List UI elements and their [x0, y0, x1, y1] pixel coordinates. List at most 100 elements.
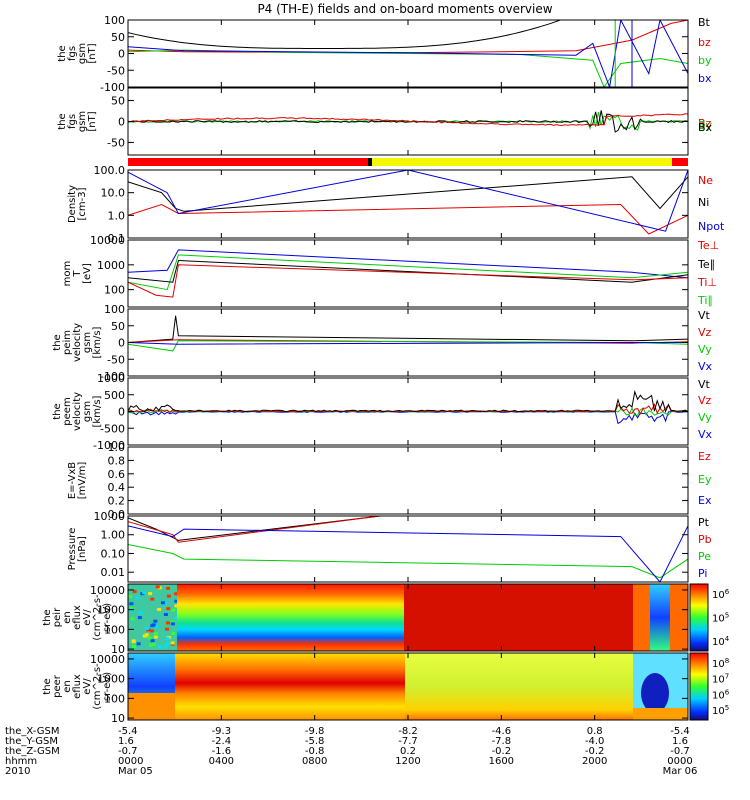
hm-speckle	[151, 642, 156, 646]
ylabel-line: [nPa]	[77, 536, 88, 562]
trace-Pt	[128, 516, 381, 541]
hm-segment	[650, 584, 670, 651]
ylabel-line: peir	[52, 607, 63, 627]
trace-Pb	[128, 516, 381, 543]
trace-Bx	[128, 110, 688, 133]
ylabel-line: gsm	[77, 111, 88, 132]
hm-speckle	[166, 586, 171, 590]
mode-bar-red	[128, 158, 368, 166]
ytick-label: 50	[111, 95, 125, 108]
hm-speckle	[135, 596, 140, 600]
hm-speckle	[171, 608, 176, 612]
ylabel-line: mom	[62, 261, 73, 287]
ylabel-line: eflux	[72, 674, 83, 699]
ylabel-line: sr-eV)	[102, 603, 113, 632]
hm-speckle	[147, 636, 152, 640]
xaxis-value: -0.8	[305, 746, 325, 757]
xaxis-value: 0.2	[400, 746, 416, 757]
panel-8: Pressure [nPa] Pt Pb Pe Pi 10.00 1.00 0.10 0.01	[67, 510, 712, 583]
ytick-label: 1000	[97, 673, 125, 686]
xaxis-value: Mar 06	[663, 766, 698, 777]
ytick-label: 0	[118, 48, 125, 61]
hm-speckle	[154, 625, 159, 629]
ytick-label: 1000	[97, 372, 125, 385]
ylabel-line: eV/	[82, 678, 93, 695]
legend-Ti⊥: Ti⊥	[697, 276, 717, 289]
legend-Ni: Ni	[698, 196, 709, 209]
xaxis-value: -5.8	[305, 736, 325, 747]
xaxis-value: -0.7	[670, 746, 690, 757]
colorbar-tick-label: 106	[712, 588, 730, 601]
panel-6-ylabel: the peem velocity gsm [km/s]	[52, 392, 103, 431]
ytick-label: 0.01	[101, 566, 126, 579]
mode-bar-red	[672, 158, 688, 166]
ytick-label: 100	[104, 623, 125, 636]
hm-speckle	[144, 626, 149, 630]
hm-speckle	[155, 585, 160, 589]
colorbar-tick-label: 105	[712, 704, 729, 717]
hm-speckle	[131, 640, 136, 644]
trace-Ni	[128, 176, 688, 212]
xaxis-value: -2.4	[212, 736, 232, 747]
ytick-label: 10000	[90, 584, 125, 597]
legend-Pe: Pe	[698, 550, 711, 563]
panel-3-plot	[128, 170, 688, 235]
hm-speckle	[128, 594, 133, 598]
xaxis-value: 1.6	[118, 736, 134, 747]
hm-speckle	[165, 627, 170, 631]
xaxis-value: 1200	[395, 756, 420, 767]
xaxis-value: -5.4	[118, 726, 138, 737]
xaxis-row-label: 2010	[5, 766, 30, 777]
trace-Ti-par	[128, 254, 688, 291]
ytick-label: 1000	[97, 259, 125, 272]
hm-speckle	[149, 629, 154, 633]
ytick-label: 10	[111, 643, 125, 656]
trace-Bt	[128, 20, 562, 49]
ylabel-line: the	[57, 113, 68, 129]
trace-by	[128, 49, 688, 87]
hm-segment	[641, 673, 669, 713]
legend-Vy: Vy	[698, 343, 712, 356]
ytick-label: -50	[107, 353, 125, 366]
ytick-label: 1.0	[108, 441, 126, 454]
page-title: P4 (TH-E) fields and on-board moments ov…	[257, 2, 552, 16]
xaxis-value: 0000	[667, 756, 692, 767]
xaxis-value: -0.2	[492, 746, 512, 757]
ytick-label: 1.0	[108, 209, 126, 222]
legend-Vt: Vt	[698, 309, 711, 322]
ytick-label: 10.0	[101, 187, 126, 200]
xaxis-value: -4.6	[492, 726, 512, 737]
ytick-label: 10	[111, 712, 125, 725]
ylabel-line: gsm	[77, 43, 88, 64]
xaxis-value: -4.0	[585, 736, 605, 747]
hm-speckle	[153, 635, 158, 639]
panel-3-ylabel: Density [cm-3]	[67, 185, 88, 223]
legend-Te⊥: Te⊥	[697, 239, 719, 252]
colorbar	[689, 583, 709, 652]
panel-1-ylabel: the fgs gsm [nT]	[57, 43, 98, 64]
ylabel-line: peim	[62, 330, 73, 355]
xaxis-value: 1.6	[672, 736, 688, 747]
hm-speckle	[150, 624, 155, 628]
trace-Vt	[128, 315, 688, 343]
ylabel-line: en	[62, 611, 73, 624]
colorbar-tick-label: 106	[712, 688, 730, 701]
ytick-label: 0.10	[101, 547, 126, 560]
panel-frame	[127, 515, 689, 583]
ylabel-line: E=-VxB	[67, 462, 78, 499]
hm-speckle	[150, 639, 155, 643]
xaxis-value: -0.2	[585, 746, 605, 757]
ylabel-line: the	[42, 678, 53, 694]
hm-speckle	[157, 607, 162, 611]
trace-Vt	[128, 389, 688, 413]
ytick-label: 0.8	[108, 454, 126, 467]
colorbar-tick-label: 105	[712, 612, 729, 625]
ytick-label: 50	[111, 31, 125, 44]
xaxis-value: -8.2	[398, 726, 418, 737]
panel-10: the peer en eflux eV/(cm^2-s-sr-eV) 108 107 106…	[42, 652, 730, 725]
colorbar-tick-label: 104	[712, 635, 730, 648]
ytick-label: 0.2	[108, 495, 126, 508]
ytick-label: 0	[118, 116, 125, 129]
xaxis-value: 0.8	[587, 726, 603, 737]
panel-1-plot	[128, 20, 688, 87]
